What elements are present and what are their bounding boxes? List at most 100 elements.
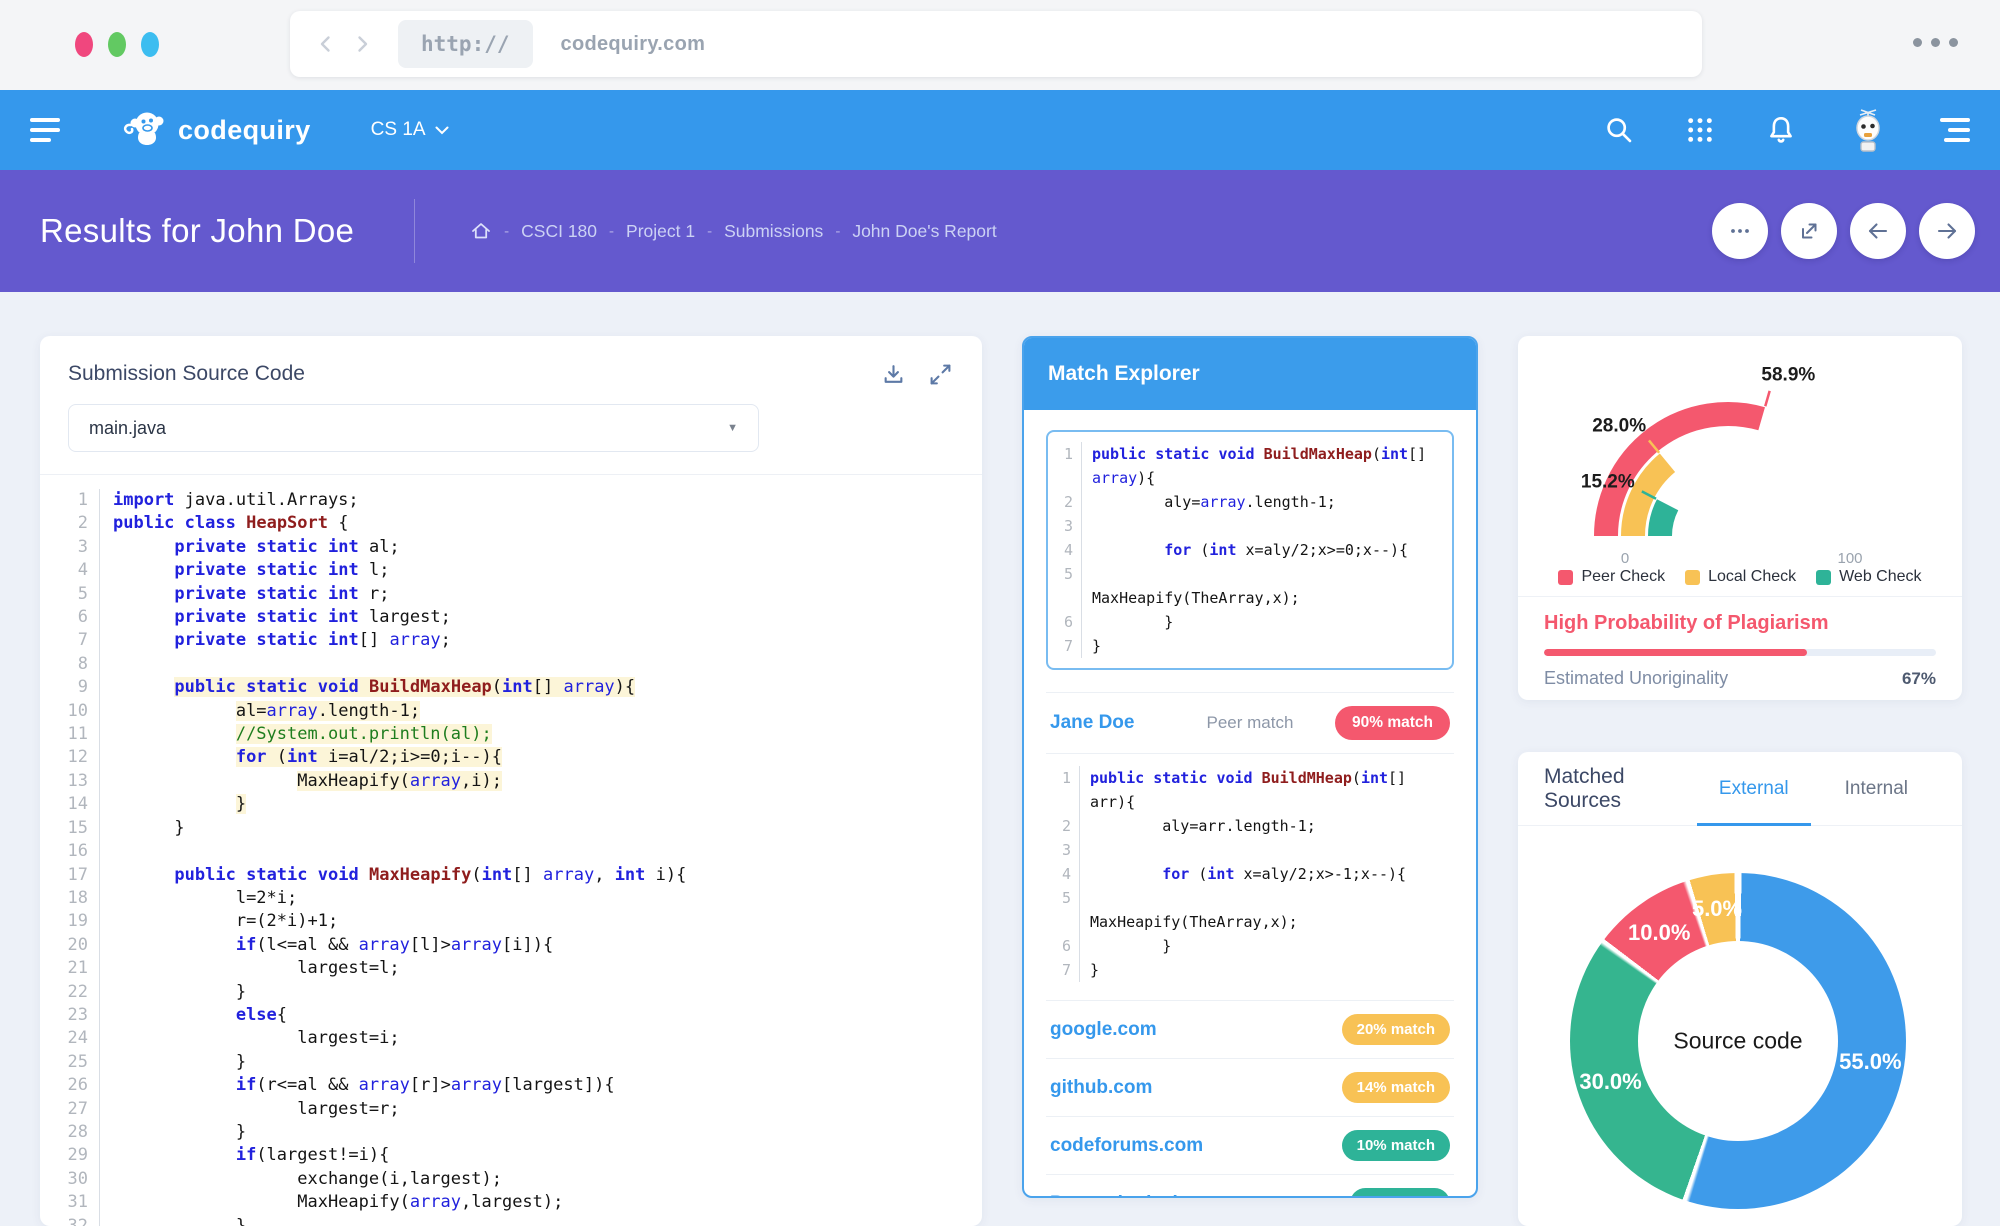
- sidebar-menu-icon[interactable]: [30, 118, 60, 142]
- file-dropdown[interactable]: main.java ▼: [68, 404, 759, 452]
- previous-button[interactable]: [1850, 203, 1906, 259]
- settings-menu-icon[interactable]: [1940, 118, 1970, 142]
- notifications-bell-icon[interactable]: [1766, 114, 1796, 146]
- match-source-row[interactable]: codeforums.com 10% match: [1046, 1116, 1454, 1174]
- match-explorer-title: Match Explorer: [1024, 338, 1476, 410]
- maximize-window-button[interactable]: [141, 32, 159, 57]
- next-button[interactable]: [1919, 203, 1975, 259]
- code-line: 17 public static void MaxHeapify(int[] a…: [60, 863, 972, 887]
- breadcrumb-item[interactable]: Submissions: [724, 220, 824, 241]
- more-options-button[interactable]: [1712, 203, 1768, 259]
- code-line: 6 private static int largest;: [60, 606, 972, 630]
- code-line: 5 private static int r;: [60, 582, 972, 607]
- dropdown-caret-icon: ▼: [727, 422, 738, 434]
- url-text[interactable]: codequiry.com: [560, 32, 706, 55]
- brand-logo[interactable]: codequiry: [122, 108, 311, 152]
- code-line: 7 private static int[] array;: [60, 629, 972, 653]
- close-window-button[interactable]: [75, 32, 93, 57]
- code-line: 1 public static void BuildMHeap(int[] arr…: [1058, 766, 1442, 814]
- meter-label: Estimated Unoriginality: [1544, 668, 1729, 688]
- donut-slice-label: 10.0%: [1628, 919, 1691, 945]
- code-line: 30 exchange(i,largest);: [60, 1167, 972, 1192]
- code-line: 25 }: [60, 1050, 972, 1075]
- code-line: 20 if(l<=al && array[l]>array[i]){: [60, 933, 972, 958]
- code-line: 31 MaxHeapify(array,largest);: [60, 1191, 972, 1215]
- match-source-row[interactable]: github.com 14% match: [1046, 1058, 1454, 1116]
- submission-snippet[interactable]: 1 public static void BuildMaxHeap(int[] a…: [1046, 430, 1454, 670]
- user-avatar[interactable]: [1848, 107, 1888, 153]
- peer-match-type: Peer match: [1206, 713, 1294, 732]
- code-line: 23 else{: [60, 1003, 972, 1028]
- match-source-link[interactable]: codeforums.com: [1050, 1134, 1204, 1156]
- code-line: 8: [60, 652, 972, 677]
- matched-sources-card: Matched Sources External Internal Source …: [1518, 752, 1962, 1226]
- unoriginality-meter: [1544, 649, 1936, 656]
- peer-snippet[interactable]: 1 public static void BuildMHeap(int[] arr…: [1046, 754, 1454, 986]
- match-source-link[interactable]: google.com: [1050, 1018, 1157, 1040]
- match-percentage-badge: 14% match: [1341, 1072, 1450, 1103]
- browser-menu-icon[interactable]: [1913, 38, 1958, 47]
- code-line: 12 for (int i=al/2;i>=0;i--){: [60, 746, 972, 770]
- gauge-legend: Peer Check Local Check Web Check: [1518, 568, 1962, 586]
- address-bar[interactable]: http:// codequiry.com: [290, 11, 1702, 77]
- code-line: 3: [1058, 838, 1442, 862]
- match-percentage-badge: 10% match: [1341, 1130, 1450, 1161]
- tab-internal[interactable]: Internal: [1844, 777, 1908, 799]
- minimize-window-button[interactable]: [108, 32, 126, 57]
- match-source-row[interactable]: Past submission 2% match: [1046, 1174, 1454, 1197]
- file-dropdown-value: main.java: [89, 417, 167, 438]
- header-divider: [414, 199, 416, 263]
- browser-back-icon[interactable]: [314, 32, 338, 56]
- svg-text:58.9%: 58.9%: [1761, 365, 1815, 386]
- breadcrumb-item[interactable]: John Doe's Report: [852, 220, 997, 241]
- match-source-link[interactable]: Past submission: [1050, 1193, 1201, 1197]
- url-scheme-chip: http://: [398, 20, 533, 68]
- code-line: 1 public static void BuildMaxHeap(int[] a…: [1060, 442, 1440, 490]
- donut-slice-label: 5.0%: [1691, 895, 1743, 921]
- match-source-link[interactable]: github.com: [1050, 1076, 1153, 1098]
- code-line: 24 largest=i;: [60, 1027, 972, 1051]
- code-line: 26 if(r<=al && array[r]>array[largest]){: [60, 1074, 972, 1098]
- course-selector[interactable]: CS 1A: [371, 119, 449, 141]
- peer-match-row[interactable]: Jane Doe Peer match 90% match: [1046, 692, 1454, 754]
- breadcrumb-item[interactable]: Project 1: [626, 220, 696, 241]
- tab-external[interactable]: External: [1691, 752, 1817, 826]
- meter-value: 67%: [1901, 668, 1936, 688]
- code-line: 19 r=(2*i)+1;: [60, 910, 972, 934]
- check-gauge-chart: 58.9% 28.0% 15.2% 0 100: [1518, 336, 1962, 568]
- code-line: 2 public class HeapSort {: [60, 512, 972, 536]
- match-percentage-badge: 2% match: [1349, 1188, 1450, 1196]
- code-line: 21 largest=l;: [60, 957, 972, 981]
- sources-tabs: External Internal: [1691, 752, 1936, 826]
- legend-item: Peer Check: [1558, 568, 1665, 586]
- browser-forward-icon[interactable]: [350, 32, 374, 56]
- code-line: 22 }: [60, 980, 972, 1004]
- svg-text:0: 0: [1621, 550, 1629, 567]
- code-line: 28 }: [60, 1120, 972, 1145]
- expand-icon[interactable]: [929, 363, 952, 386]
- match-source-row[interactable]: google.com 20% match: [1046, 1000, 1454, 1058]
- home-icon[interactable]: [470, 220, 492, 242]
- search-icon[interactable]: [1604, 115, 1634, 145]
- source-code-viewer[interactable]: 1 import java.util.Arrays; 2 public class H…: [40, 475, 982, 1226]
- match-source-list: google.com 20% match github.com 14% match co…: [1046, 1000, 1454, 1197]
- code-line: 6 }: [1058, 934, 1442, 958]
- code-line: 32 }: [60, 1214, 972, 1226]
- breadcrumb-item[interactable]: CSCI 180: [521, 220, 598, 241]
- donut-slice-label: 55.0%: [1839, 1048, 1902, 1074]
- peer-name-link[interactable]: Jane Doe: [1050, 712, 1135, 733]
- code-line: 10 al=array.length-1;: [60, 699, 972, 724]
- apps-grid-icon[interactable]: [1686, 116, 1714, 144]
- match-percentage-badge: 20% match: [1341, 1014, 1450, 1045]
- code-line: 3: [1060, 514, 1440, 538]
- app-navbar: codequiry CS 1A: [0, 90, 2000, 170]
- code-line: 11 //System.out.println(al);: [60, 723, 972, 747]
- code-line: 16: [60, 840, 972, 864]
- code-line: 27 largest=r;: [60, 1097, 972, 1121]
- page-title: Results for John Doe: [40, 212, 355, 249]
- download-icon[interactable]: [882, 363, 905, 386]
- svg-text:28.0%: 28.0%: [1592, 415, 1646, 436]
- svg-text:100: 100: [1837, 550, 1862, 567]
- open-external-button[interactable]: [1781, 203, 1837, 259]
- plagiarism-verdict: High Probability of Plagiarism: [1544, 612, 1829, 634]
